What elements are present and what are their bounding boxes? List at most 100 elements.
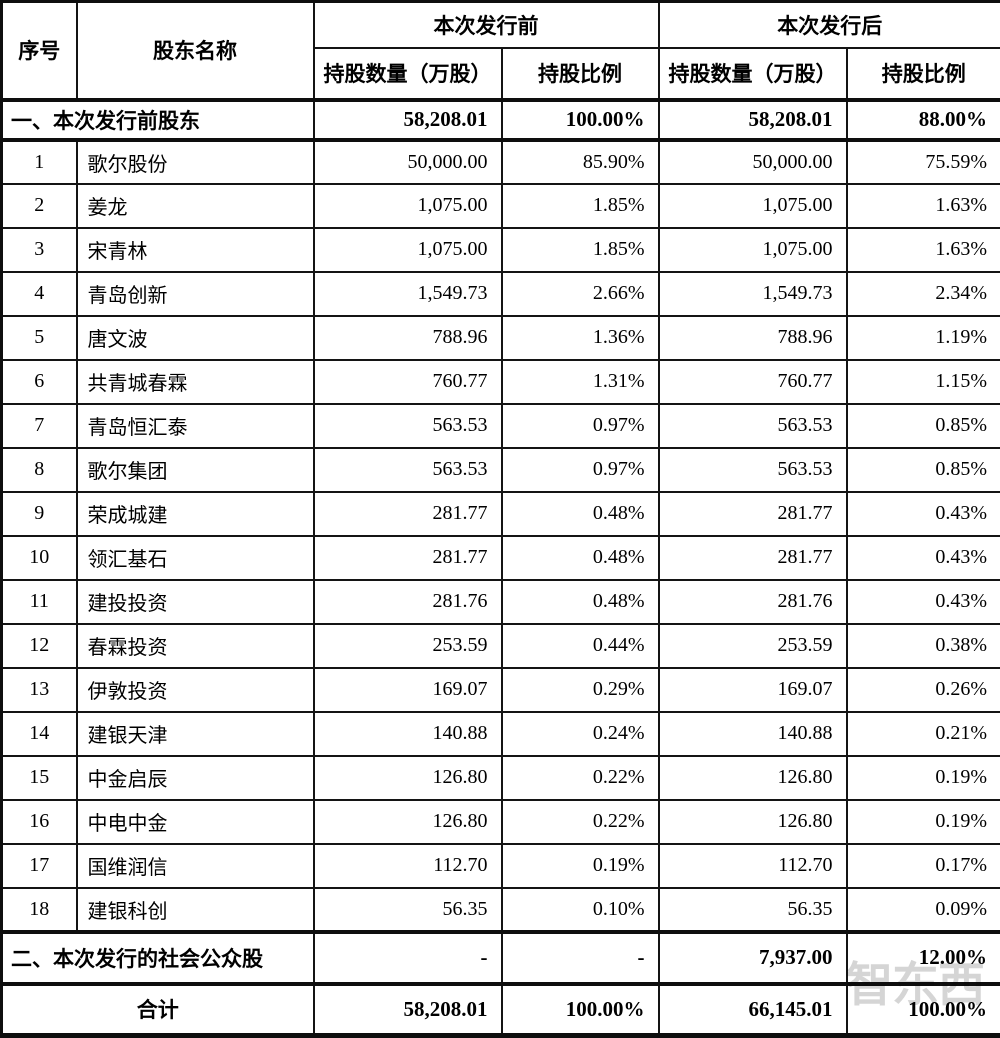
before-ratio-cell: 0.29% [500, 666, 660, 713]
shareholder-row: 5 唐文波 788.96 1.36% 788.96 1.19% [0, 314, 1000, 361]
serial-cell: 2 [0, 182, 78, 229]
serial-cell: 9 [0, 490, 78, 537]
serial-cell: 16 [0, 798, 78, 845]
serial-cell: 3 [0, 226, 78, 273]
section-row-public-shares: 二、本次发行的社会公众股 - - 7,937.00 12.00% [0, 929, 1000, 986]
after-shares-cell: 140.88 [657, 710, 848, 757]
serial-cell: 10 [0, 534, 78, 581]
before-ratio-cell: 0.48% [500, 490, 660, 537]
shareholder-name-cell: 青岛创新 [75, 270, 315, 317]
serial-cell: 15 [0, 754, 78, 801]
section-after-shares: 58,208.01 [657, 97, 848, 142]
shareholder-name-cell: 唐文波 [75, 314, 315, 361]
before-ratio-cell: 0.22% [500, 798, 660, 845]
after-ratio-cell: 1.63% [845, 226, 1000, 273]
after-ratio-cell: 0.09% [845, 886, 1000, 933]
shareholder-row: 9 荣成城建 281.77 0.48% 281.77 0.43% [0, 490, 1000, 537]
after-ratio-cell: 0.85% [845, 402, 1000, 449]
section-after-ratio: 12.00% [845, 929, 1000, 986]
after-ratio-cell: 2.34% [845, 270, 1000, 317]
shareholder-name-cell: 建银天津 [75, 710, 315, 757]
before-ratio-cell: 2.66% [500, 270, 660, 317]
shareholder-name-cell: 中金启辰 [75, 754, 315, 801]
serial-cell: 4 [0, 270, 78, 317]
before-shares-cell: 281.76 [312, 578, 503, 625]
before-shares-cell: 56.35 [312, 886, 503, 933]
before-shares-cell: 563.53 [312, 446, 503, 493]
serial-cell: 17 [0, 842, 78, 889]
before-shares-cell: 1,549.73 [312, 270, 503, 317]
before-ratio-cell: 0.97% [500, 402, 660, 449]
shareholder-row: 2 姜龙 1,075.00 1.85% 1,075.00 1.63% [0, 182, 1000, 229]
header-ratio-after: 持股比例 [845, 46, 1000, 101]
after-ratio-cell: 0.85% [845, 446, 1000, 493]
before-ratio-cell: 0.44% [500, 622, 660, 669]
section-label: 二、本次发行的社会公众股 [0, 929, 315, 986]
after-shares-cell: 788.96 [657, 314, 848, 361]
after-shares-cell: 169.07 [657, 666, 848, 713]
before-ratio-cell: 0.48% [500, 578, 660, 625]
before-ratio-cell: 1.85% [500, 226, 660, 273]
before-ratio-cell: 0.19% [500, 842, 660, 889]
after-shares-cell: 112.70 [657, 842, 848, 889]
header-group-after: 本次发行后 [657, 0, 1000, 49]
serial-cell: 14 [0, 710, 78, 757]
before-shares-cell: 1,075.00 [312, 182, 503, 229]
shareholder-row: 7 青岛恒汇泰 563.53 0.97% 563.53 0.85% [0, 402, 1000, 449]
serial-cell: 6 [0, 358, 78, 405]
shareholder-row: 3 宋青林 1,075.00 1.85% 1,075.00 1.63% [0, 226, 1000, 273]
section-label: 一、本次发行前股东 [0, 97, 315, 142]
after-shares-cell: 281.77 [657, 534, 848, 581]
header-shares-after: 持股数量（万股） [657, 46, 848, 101]
after-ratio-cell: 75.59% [845, 138, 1000, 185]
after-shares-cell: 56.35 [657, 886, 848, 933]
shareholder-row: 12 春霖投资 253.59 0.44% 253.59 0.38% [0, 622, 1000, 669]
after-shares-cell: 1,549.73 [657, 270, 848, 317]
shareholder-name-cell: 宋青林 [75, 226, 315, 273]
after-ratio-cell: 0.43% [845, 578, 1000, 625]
after-shares-cell: 281.77 [657, 490, 848, 537]
serial-cell: 18 [0, 886, 78, 933]
header-shareholder-name: 股东名称 [75, 0, 315, 101]
shareholder-row: 10 领汇基石 281.77 0.48% 281.77 0.43% [0, 534, 1000, 581]
shareholder-row: 6 共青城春霖 760.77 1.31% 760.77 1.15% [0, 358, 1000, 405]
before-ratio-cell: 1.31% [500, 358, 660, 405]
after-ratio-cell: 1.63% [845, 182, 1000, 229]
serial-cell: 7 [0, 402, 78, 449]
after-ratio-cell: 0.43% [845, 534, 1000, 581]
before-shares-cell: 1,075.00 [312, 226, 503, 273]
after-shares-cell: 126.80 [657, 754, 848, 801]
after-shares-cell: 126.80 [657, 798, 848, 845]
header-shares-before: 持股数量（万股） [312, 46, 503, 101]
shareholder-name-cell: 歌尔集团 [75, 446, 315, 493]
total-before-ratio: 100.00% [500, 981, 660, 1037]
shareholder-row: 14 建银天津 140.88 0.24% 140.88 0.21% [0, 710, 1000, 757]
shareholder-row: 17 国维润信 112.70 0.19% 112.70 0.17% [0, 842, 1000, 889]
before-ratio-cell: 1.85% [500, 182, 660, 229]
before-ratio-cell: 0.10% [500, 886, 660, 933]
after-shares-cell: 281.76 [657, 578, 848, 625]
after-ratio-cell: 0.43% [845, 490, 1000, 537]
shareholder-name-cell: 青岛恒汇泰 [75, 402, 315, 449]
after-ratio-cell: 0.19% [845, 798, 1000, 845]
before-ratio-cell: 0.22% [500, 754, 660, 801]
before-shares-cell: 281.77 [312, 490, 503, 537]
shareholder-name-cell: 建银科创 [75, 886, 315, 933]
before-shares-cell: 563.53 [312, 402, 503, 449]
shareholder-name-cell: 歌尔股份 [75, 138, 315, 185]
total-row: 合计 58,208.01 100.00% 66,145.01 100.00% [0, 981, 1000, 1037]
section-before-ratio: - [500, 929, 660, 986]
total-after-ratio: 100.00% [845, 981, 1000, 1037]
section-row-pre-issuance: 一、本次发行前股东 58,208.01 100.00% 58,208.01 88… [0, 97, 1000, 142]
before-shares-cell: 760.77 [312, 358, 503, 405]
before-shares-cell: 126.80 [312, 798, 503, 845]
section-before-shares: 58,208.01 [312, 97, 503, 142]
before-shares-cell: 253.59 [312, 622, 503, 669]
shareholder-row: 13 伊敦投资 169.07 0.29% 169.07 0.26% [0, 666, 1000, 713]
total-label: 合计 [0, 981, 315, 1037]
before-shares-cell: 788.96 [312, 314, 503, 361]
before-shares-cell: 140.88 [312, 710, 503, 757]
after-ratio-cell: 0.38% [845, 622, 1000, 669]
